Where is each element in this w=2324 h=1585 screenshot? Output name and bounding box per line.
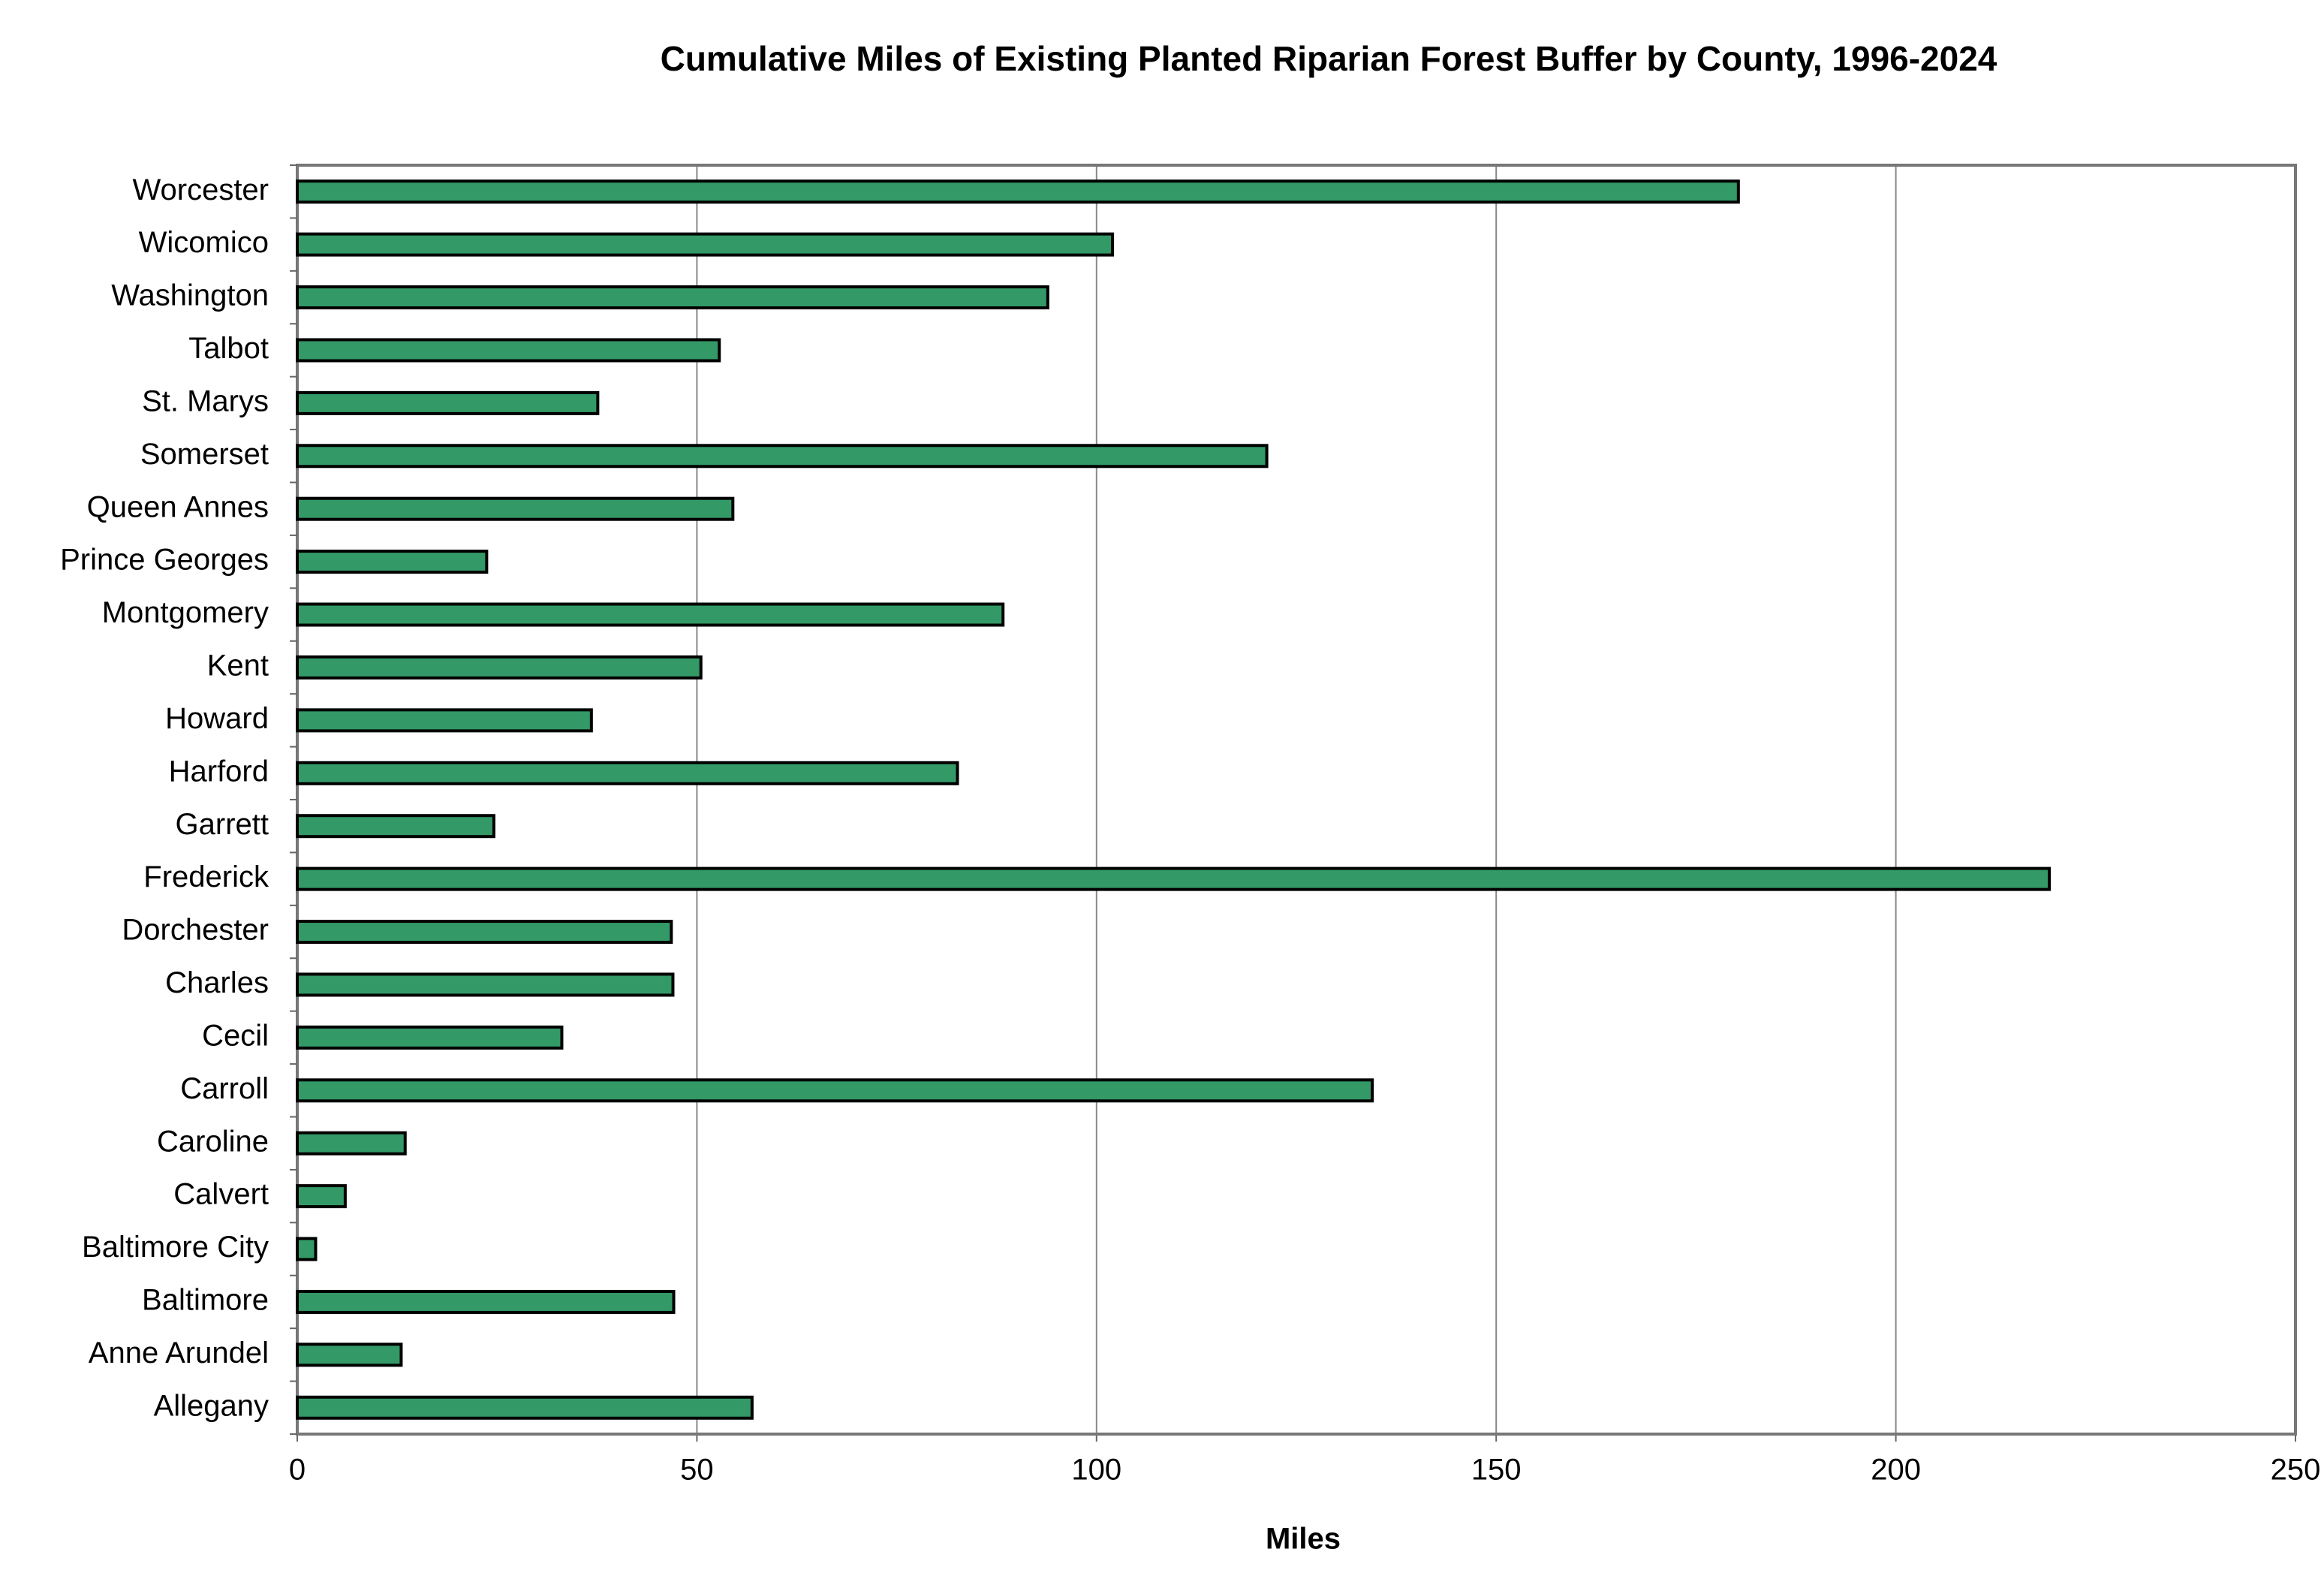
x-tick-label: 150 <box>1471 1454 1522 1487</box>
bar <box>296 496 735 521</box>
bar <box>296 1184 347 1209</box>
bar <box>296 444 1269 469</box>
bar <box>296 285 1049 310</box>
y-tick-label: Garrett <box>176 808 269 841</box>
bar <box>296 179 1740 204</box>
x-tick-label: 0 <box>289 1454 306 1487</box>
y-tick-label: Prince Georges <box>60 544 269 577</box>
bar <box>296 708 593 733</box>
bar <box>296 1025 564 1050</box>
bar <box>296 814 495 839</box>
bar <box>296 232 1115 257</box>
bar <box>296 866 2052 891</box>
y-tick-label: Caroline <box>157 1125 269 1158</box>
y-tick-label: Allegany <box>154 1389 269 1422</box>
x-tick-label: 100 <box>1071 1454 1121 1487</box>
x-tick-label: 50 <box>680 1454 714 1487</box>
bar <box>296 1078 1374 1103</box>
bar <box>296 920 673 945</box>
bar <box>296 972 675 997</box>
y-tick-label: Harford <box>169 755 269 788</box>
y-tick-label: Talbot <box>188 332 269 365</box>
y-tick-label: St. Marys <box>142 384 269 417</box>
bar <box>296 1395 754 1420</box>
chart-title: Cumulative Miles of Existing Planted Rip… <box>661 39 1997 78</box>
y-tick-label: Baltimore City <box>82 1231 269 1264</box>
bar <box>296 1342 403 1367</box>
x-tick-label: 250 <box>2271 1454 2321 1487</box>
y-tick-label: Howard <box>165 702 269 735</box>
y-tick-label: Montgomery <box>102 596 269 629</box>
y-tick-label: Wicomico <box>139 226 269 259</box>
bar <box>296 602 1005 627</box>
bar <box>296 1131 407 1156</box>
bar <box>296 1289 676 1314</box>
bar <box>296 550 489 574</box>
y-tick-label: Cecil <box>202 1019 269 1052</box>
bar <box>296 390 600 415</box>
bar <box>296 1237 318 1261</box>
y-tick-label: Somerset <box>140 438 269 471</box>
y-tick-label: Charles <box>165 966 269 999</box>
y-tick-label: Queen Annes <box>87 490 269 523</box>
y-tick-label: Anne Arundel <box>89 1336 269 1370</box>
bar <box>296 655 703 680</box>
bar <box>296 761 959 785</box>
y-tick-label: Frederick <box>143 860 269 893</box>
bar <box>296 338 721 363</box>
x-tick-label: 200 <box>1871 1454 1921 1487</box>
y-tick-label: Dorchester <box>122 914 269 947</box>
y-tick-label: Worcester <box>132 173 269 206</box>
y-tick-label: Carroll <box>180 1072 269 1105</box>
y-tick-label: Calvert <box>173 1178 269 1211</box>
y-tick-label: Baltimore <box>142 1284 269 1317</box>
x-axis-title: Miles <box>1266 1523 1341 1556</box>
y-tick-label: Washington <box>111 279 269 312</box>
y-tick-label: Kent <box>207 649 269 683</box>
